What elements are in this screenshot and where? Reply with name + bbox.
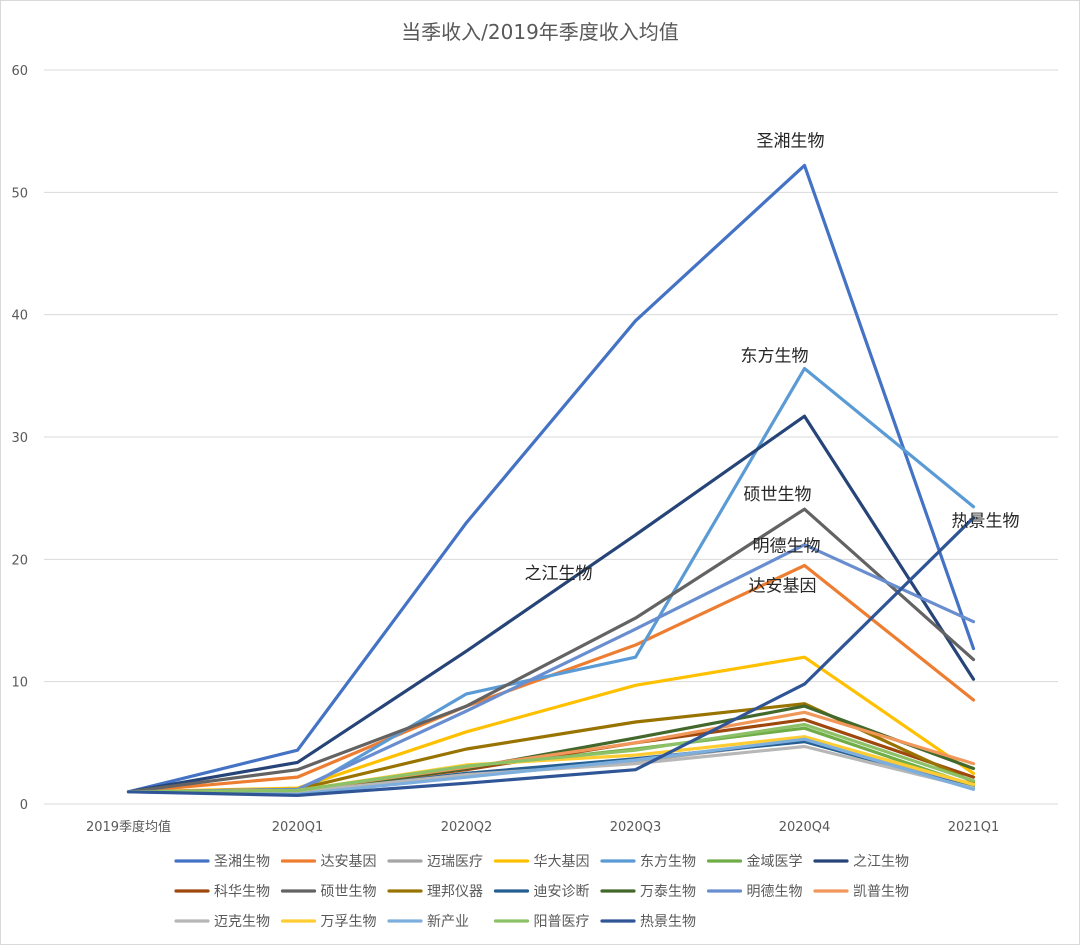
y-axis: 0 10 20 30 40 50 60 [11, 64, 28, 813]
series-lines [126, 163, 976, 798]
legend-label: 万孚生物 [321, 914, 377, 930]
y-tick-label: 20 [11, 553, 28, 568]
legend-label: 迪安诊断 [534, 884, 590, 900]
series-line [126, 163, 976, 794]
legend-label: 凯普生物 [853, 884, 909, 900]
x-tick-label: 2020Q4 [779, 820, 831, 835]
legend-label: 新产业 [427, 914, 469, 930]
legend-item: 热景生物 [600, 914, 696, 930]
y-tick-label: 50 [11, 186, 28, 201]
legend-item: 迪安诊断 [493, 884, 590, 900]
legend-item: 硕世生物 [280, 884, 377, 900]
y-tick-label: 30 [11, 431, 28, 446]
x-tick-label: 2020Q3 [610, 820, 662, 835]
legend-label: 东方生物 [640, 854, 696, 870]
legend-item: 迈克生物 [174, 914, 270, 930]
legend-item: 万孚生物 [280, 914, 377, 930]
legend-item: 明德生物 [706, 884, 803, 900]
x-tick-label: 2020Q1 [272, 820, 324, 835]
series-line [126, 414, 976, 794]
legend-item: 之江生物 [813, 854, 909, 870]
annotation-label: 之江生物 [525, 564, 593, 584]
legend-item: 圣湘生物 [174, 854, 270, 870]
series-line [126, 722, 976, 794]
x-axis: 2019季度均值 2020Q1 2020Q2 2020Q3 2020Q4 2021Q1 [86, 819, 999, 835]
x-tick-label: 2019季度均值 [86, 819, 171, 835]
annotation-label: 硕世生物 [744, 485, 812, 505]
legend-item: 科华生物 [174, 884, 270, 900]
legend-item: 金域医学 [706, 854, 803, 870]
chart-title: 当季收入/2019年季度收入均值 [401, 20, 679, 44]
legend-label: 迈克生物 [214, 914, 270, 930]
legend-item: 东方生物 [600, 854, 696, 870]
legend-label: 圣湘生物 [214, 854, 270, 870]
legend-item: 迈瑞医疗 [387, 854, 483, 870]
legend-label: 硕世生物 [321, 884, 377, 900]
legend-item: 万泰生物 [600, 884, 696, 900]
annotation-label: 热景生物 [952, 512, 1020, 532]
annotation-label: 达安基因 [749, 576, 817, 596]
legend-item: 新产业 [387, 914, 469, 930]
gridlines [44, 69, 1058, 805]
legend-label: 科华生物 [214, 884, 270, 900]
legend-label: 迈瑞医疗 [427, 854, 483, 870]
legend-label: 理邦仪器 [427, 884, 483, 900]
legend-item: 凯普生物 [813, 884, 909, 900]
annotation-label: 圣湘生物 [757, 131, 825, 151]
legend-item: 阳普医疗 [493, 914, 590, 930]
annotation-label: 东方生物 [741, 346, 809, 366]
legend-label: 热景生物 [640, 914, 696, 930]
y-tick-label: 10 [11, 676, 28, 691]
x-tick-label: 2021Q1 [948, 820, 1000, 835]
annotation-label: 明德生物 [753, 537, 821, 557]
legend-label: 明德生物 [747, 884, 803, 900]
series-line [126, 516, 976, 798]
legend-label: 万泰生物 [640, 884, 696, 900]
y-tick-label: 0 [20, 798, 28, 813]
y-tick-label: 40 [11, 309, 28, 324]
legend-label: 阳普医疗 [534, 914, 590, 930]
series-line [126, 507, 976, 794]
y-tick-label: 60 [11, 64, 28, 79]
legend-label: 金域医学 [747, 854, 803, 870]
legend-item: 华大基因 [493, 853, 590, 870]
legend-label: 华大基因 [534, 853, 590, 870]
legend-label: 达安基因 [321, 853, 377, 870]
legend-item: 理邦仪器 [387, 884, 483, 900]
legend-label: 之江生物 [853, 854, 909, 870]
series-line [126, 735, 976, 794]
x-tick-label: 2020Q2 [441, 820, 493, 835]
legend-item: 达安基因 [280, 853, 377, 870]
